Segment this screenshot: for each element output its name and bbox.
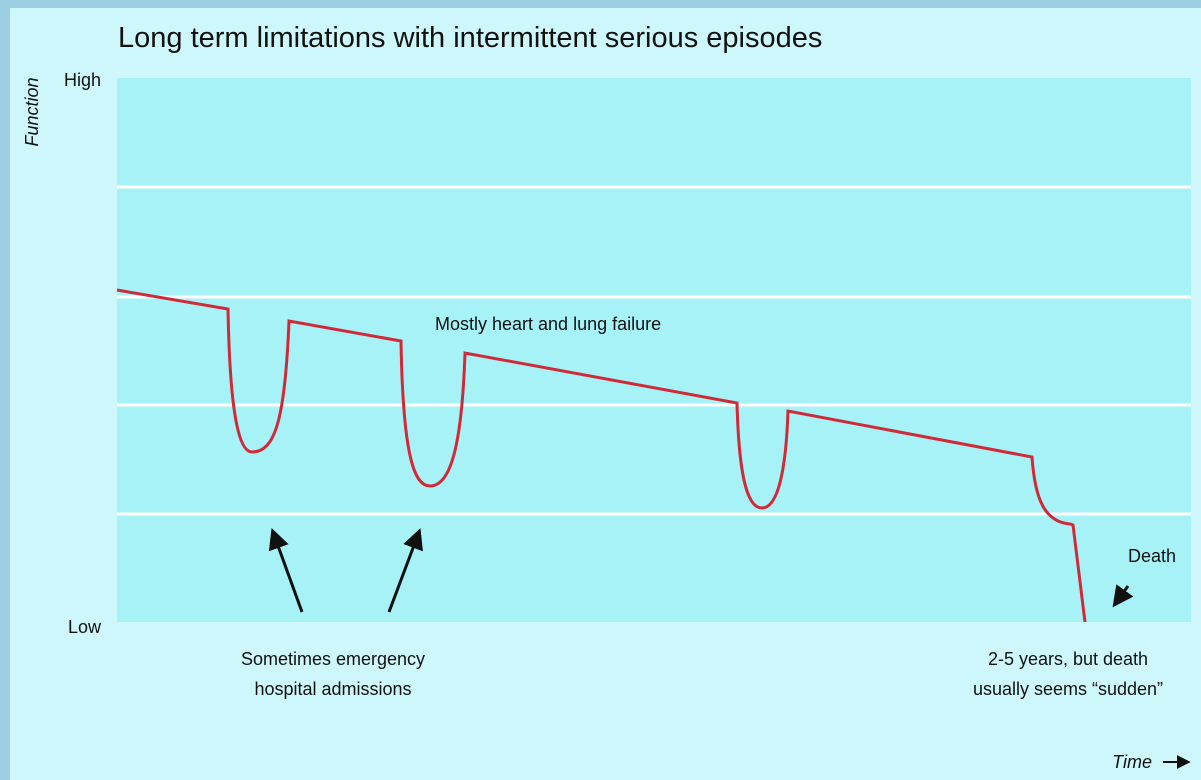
trajectory-curve: [116, 288, 1087, 623]
arrow: [268, 528, 304, 613]
y-axis-label: Function: [22, 77, 42, 146]
admissions-label: Sometimes emergency: [241, 649, 425, 669]
title: Long term limitations with intermittent …: [118, 22, 822, 54]
death-label: Death: [1128, 546, 1176, 566]
arrow: [1112, 584, 1134, 608]
grid: [117, 185, 1191, 516]
y-low-label: Low: [68, 617, 102, 637]
y-high-label: High: [64, 70, 101, 90]
plot-area: [117, 78, 1191, 622]
arrow: [387, 528, 423, 613]
trajectory-label: Mostly heart and lung failure: [435, 314, 661, 334]
x-axis-label: Time: [1112, 752, 1152, 772]
arrows: [268, 528, 1191, 769]
duration-label: 2-5 years, but death: [988, 649, 1148, 669]
duration-label: usually seems “sudden”: [973, 679, 1163, 699]
admissions-label: hospital admissions: [254, 679, 411, 699]
